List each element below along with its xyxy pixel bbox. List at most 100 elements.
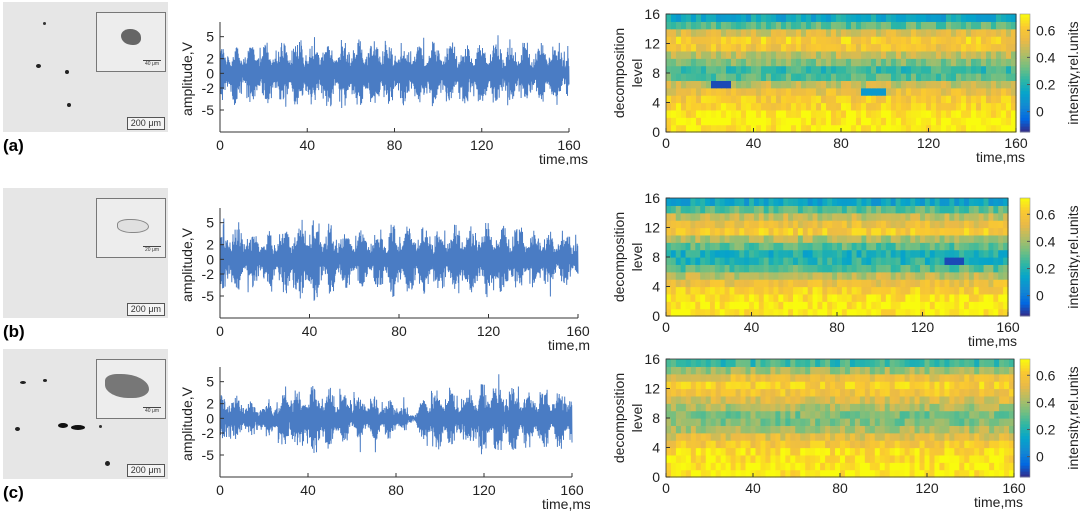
- heatmap-cell: [954, 205, 960, 214]
- heatmap-cell: [1009, 381, 1015, 390]
- heatmap-cell: [929, 227, 936, 236]
- heatmap-cell: [866, 249, 872, 258]
- heatmap-cell: [676, 43, 682, 52]
- heatmap-cell: [760, 454, 767, 463]
- heatmap-cell: [790, 366, 796, 375]
- heatmap-cell: [936, 73, 942, 81]
- heatmap-cell: [971, 58, 977, 67]
- heatmap-cell: [1009, 447, 1015, 456]
- heatmap-cell: [760, 432, 767, 441]
- heatmap-cell: [849, 366, 856, 375]
- heatmap-cell: [911, 73, 917, 81]
- heatmap-cell: [920, 249, 926, 258]
- heatmap-cell: [910, 257, 916, 265]
- heatmap-cell: [781, 21, 787, 30]
- heatmap-cell: [805, 454, 811, 463]
- heatmap-cell: [866, 279, 872, 288]
- x-tick-label: 40: [745, 480, 761, 496]
- heatmap-cell: [871, 212, 877, 221]
- heatmap-cell: [691, 102, 697, 111]
- heatmap-cell: [989, 418, 995, 426]
- heatmap-cell: [783, 249, 789, 258]
- heatmap-cell: [876, 28, 882, 37]
- y-axis-label: amplitude,V: [180, 227, 195, 302]
- heatmap-cell: [705, 257, 711, 265]
- heatmap-cell: [1003, 234, 1009, 243]
- heatmap-cell: [740, 418, 747, 426]
- heatmap-cell: [807, 301, 814, 310]
- heatmap-cell: [761, 50, 767, 59]
- heatmap-cell: [785, 462, 791, 471]
- heatmap-cell: [709, 198, 716, 206]
- heatmap-cell: [934, 301, 941, 310]
- heatmap-cell: [670, 279, 677, 288]
- heatmap-cell: [841, 124, 847, 133]
- heatmap-cell: [854, 359, 861, 367]
- heatmap-cell: [846, 242, 853, 251]
- heatmap-cell: [796, 117, 802, 126]
- heatmap-cell: [876, 227, 882, 236]
- heatmap-cell: [851, 205, 858, 214]
- heatmap-cell: [993, 227, 999, 236]
- heatmap-cell: [915, 220, 921, 229]
- colorbar-segment: [1020, 262, 1030, 267]
- heatmap-cell: [724, 301, 731, 310]
- heatmap-cell: [871, 28, 877, 37]
- heatmap-cell: [790, 395, 796, 404]
- heatmap-cell: [944, 359, 950, 367]
- heatmap-cell: [851, 102, 857, 111]
- heatmap-cell: [1003, 198, 1009, 206]
- heatmap-cell: [899, 359, 906, 367]
- heatmap-cell: [919, 381, 926, 390]
- heatmap-cell: [802, 279, 809, 288]
- colorbar-segment: [1020, 271, 1030, 276]
- heatmap-cell: [685, 205, 692, 214]
- heatmap-cell: [939, 271, 946, 280]
- y-tick-label: 0: [206, 251, 214, 267]
- heatmap-cell: [756, 28, 762, 37]
- heatmap-cell: [961, 87, 967, 96]
- heatmap-cell: [691, 87, 697, 96]
- heatmap-cell: [711, 102, 717, 111]
- heatmap-cell: [939, 279, 946, 288]
- heatmap-cell: [705, 440, 712, 449]
- heatmap-cell: [666, 73, 672, 81]
- heatmap-cell: [836, 14, 842, 22]
- heatmap-cell: [690, 366, 697, 375]
- colorbar-segment: [1020, 227, 1030, 231]
- heatmap-cell: [891, 109, 897, 118]
- heatmap-cell: [924, 432, 931, 441]
- heatmap-cell: [866, 14, 872, 22]
- heatmap-cell: [934, 227, 941, 236]
- heatmap-cell: [719, 212, 726, 221]
- heatmap-cell: [666, 454, 672, 463]
- heatmap-cell: [776, 65, 782, 74]
- heatmap-cell: [904, 373, 911, 382]
- heatmap-cell: [739, 264, 745, 273]
- heatmap-cell: [753, 308, 760, 317]
- heatmap-cell: [906, 28, 912, 37]
- heatmap-cell: [746, 21, 752, 30]
- heatmap-cell: [666, 80, 672, 89]
- heatmap-cell: [822, 205, 828, 214]
- x-axis-label: time,ms: [542, 496, 590, 512]
- heatmap-cell: [666, 410, 672, 419]
- heatmap-cell: [910, 271, 916, 280]
- heatmap-cell: [909, 462, 916, 471]
- heatmap-cell: [916, 28, 922, 37]
- heatmap-cell: [706, 117, 712, 126]
- heatmap-cell: [856, 87, 862, 96]
- heatmap-cell: [869, 447, 876, 456]
- heatmap-cell: [806, 36, 812, 45]
- heatmap-cell: [994, 418, 1000, 426]
- heatmap-cell: [946, 28, 952, 37]
- heatmap-cell: [749, 257, 755, 265]
- heatmap-cell: [919, 425, 926, 434]
- heatmap-cell: [771, 43, 777, 52]
- heatmap-cell: [835, 373, 841, 382]
- heatmap-cell: [773, 293, 779, 302]
- heatmap-cell: [788, 205, 794, 214]
- heatmap-cell: [979, 373, 985, 382]
- heatmap-cell: [886, 21, 892, 30]
- heatmap-cell: [866, 271, 872, 280]
